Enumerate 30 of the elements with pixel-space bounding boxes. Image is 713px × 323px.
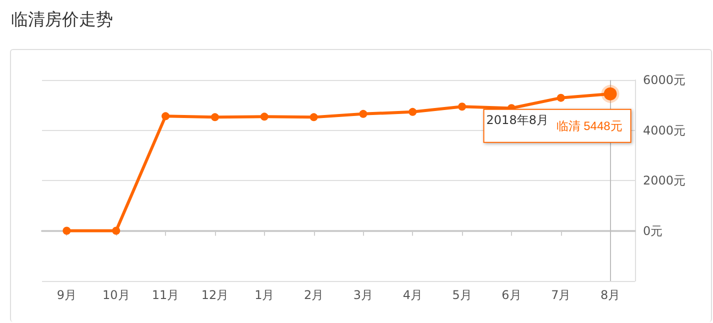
x-tick-label: 4月	[402, 288, 422, 302]
point	[556, 94, 565, 102]
point	[62, 226, 71, 235]
point	[408, 108, 417, 116]
series-label: 临清	[556, 118, 580, 133]
data-label: 5448元	[584, 118, 622, 133]
x-tick-label: 6月	[502, 288, 522, 302]
point	[260, 112, 268, 121]
y-tick-label: 4000元	[643, 123, 686, 138]
x-tick-label: 11月	[152, 288, 180, 302]
x-tick-label: 9月	[56, 288, 77, 302]
x-tick-label: 7月	[551, 288, 571, 302]
x-tick-label: 12月	[201, 288, 229, 302]
x-tick-label: 8月	[600, 288, 620, 302]
x-tick-label: 10月	[102, 288, 130, 302]
point	[112, 226, 120, 235]
point	[210, 113, 219, 122]
point	[359, 110, 368, 118]
point	[162, 112, 170, 120]
point	[310, 113, 318, 122]
y-tick-label: 6000元	[643, 73, 686, 87]
point	[458, 102, 466, 111]
x-tick-label: 3月	[353, 288, 374, 302]
y-tick-label: 2000元	[643, 174, 686, 188]
x-tick-label: 5月	[452, 288, 472, 302]
x-tick-label: 2月	[304, 288, 324, 302]
annotation: 2018年8月	[486, 112, 548, 127]
y-tick-label: 0元	[643, 224, 663, 238]
chart-title: 临清房价走势	[11, 9, 113, 31]
x-tick-label: 1月	[254, 288, 274, 302]
